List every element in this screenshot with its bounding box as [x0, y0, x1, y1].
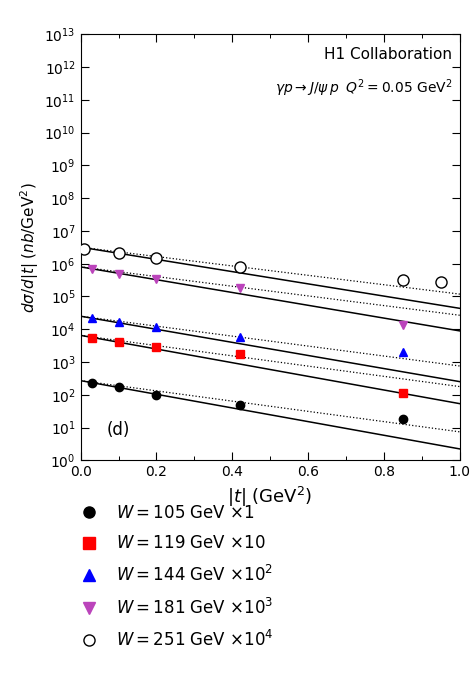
- X-axis label: $|t|$ (GeV$^2$): $|t|$ (GeV$^2$): [228, 485, 313, 509]
- Legend: $W = 105$ GeV ${\times}1$, $W = 119$ GeV ${\times}10$, $W = 144$ GeV ${\times}10: $W = 105$ GeV ${\times}1$, $W = 119$ GeV…: [66, 497, 281, 657]
- Y-axis label: $d\sigma/d|t|\;(nb/{\rm GeV}^2)$: $d\sigma/d|t|\;(nb/{\rm GeV}^2)$: [19, 182, 41, 313]
- Text: $\gamma p{\rightarrow}J/\psi\, p \;\; Q^2 = 0.05$ GeV$^2$: $\gamma p{\rightarrow}J/\psi\, p \;\; Q^…: [275, 77, 452, 98]
- Text: (d): (d): [107, 421, 130, 439]
- Text: H1 Collaboration: H1 Collaboration: [324, 47, 452, 62]
